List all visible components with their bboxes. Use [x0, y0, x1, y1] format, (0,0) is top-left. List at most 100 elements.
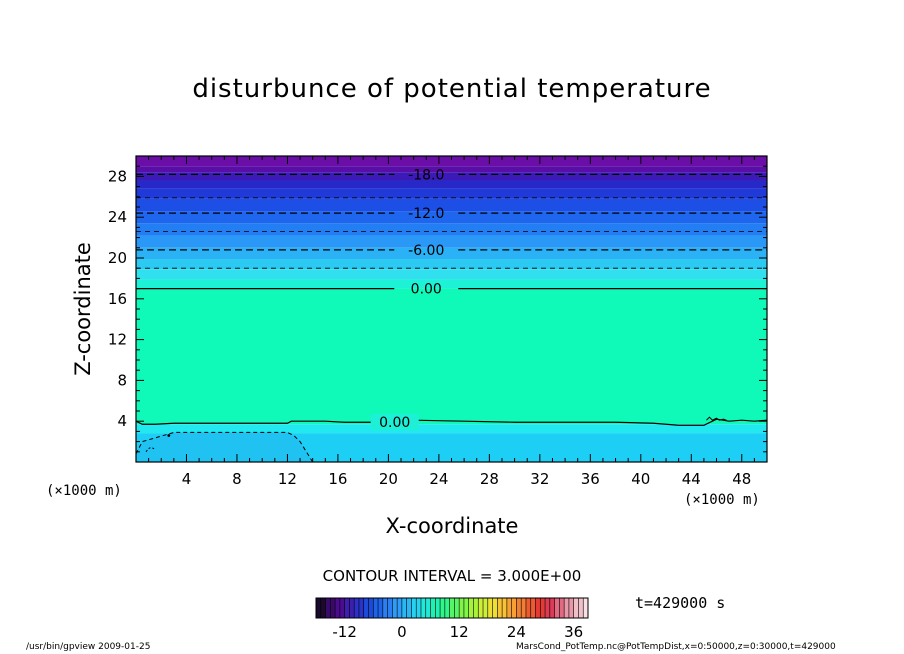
colorbar-cell: [368, 598, 374, 618]
y-tick-label: 16: [108, 290, 127, 308]
colorbar-cell: [344, 598, 350, 618]
colorbar-cell: [554, 598, 560, 618]
colorbar-cell: [502, 598, 508, 618]
colorbar-cell: [382, 598, 388, 618]
fill-band: [136, 223, 767, 236]
fill-band: [136, 424, 767, 434]
colorbar-cell: [463, 598, 470, 618]
surface-contour-label: 0.00: [379, 415, 410, 431]
colorbar-cell: [473, 598, 479, 618]
colorbar-tick-label: 24: [507, 623, 526, 641]
colorbar-cell: [521, 598, 527, 618]
x-axis-unit: (×1000 m): [684, 492, 760, 508]
x-tick-label: 20: [379, 470, 398, 488]
y-tick-label: 8: [117, 371, 127, 389]
fill-band: [136, 288, 767, 425]
colorbar-cell: [354, 598, 360, 618]
contour-label: -6.00: [408, 243, 444, 259]
colorbar-cell: [540, 598, 546, 618]
colorbar-cell: [373, 598, 379, 618]
surface-wiggle: [706, 416, 727, 421]
colorbar-cell: [397, 598, 403, 618]
y-tick-label: 4: [117, 412, 127, 430]
fill-band: [136, 198, 767, 212]
colorbar: -12 0 12 24 36: [315, 597, 589, 641]
colorbar-cell: [535, 598, 541, 618]
surface-contour-line: [135, 418, 768, 426]
y-axis-label: Z-coordinate: [71, 242, 95, 376]
contour-label: -12.0: [408, 206, 444, 222]
surface-features: [135, 431, 314, 463]
colorbar-tick-label: -12: [332, 623, 357, 641]
colorbar-cell: [454, 598, 460, 618]
colorbar-cell: [483, 598, 489, 618]
colorbar-cell: [349, 598, 355, 618]
colorbar-cell: [435, 598, 441, 618]
fill-band: [136, 188, 767, 199]
colorbar-cell: [568, 598, 574, 618]
y-tick-label: 24: [108, 208, 127, 226]
colorbar-cell: [440, 598, 446, 618]
colorbar-cell: [578, 598, 584, 618]
x-tick-label: 48: [732, 470, 751, 488]
colorbar-cell: [335, 598, 341, 618]
x-tick-label: 40: [631, 470, 650, 488]
footer-program: /usr/bin/gpview 2009-01-25: [26, 642, 151, 652]
colorbar-cell: [468, 598, 474, 618]
colorbar-cell: [425, 598, 431, 618]
x-tick-label: 36: [581, 470, 600, 488]
fill-band: [136, 235, 767, 248]
cold-pool-contour: [135, 431, 314, 463]
colorbar-cell: [497, 598, 503, 618]
colorbar-cell: [430, 598, 436, 618]
x-tick-label: 28: [480, 470, 499, 488]
colorbar-cell: [401, 598, 407, 618]
x-tick-label: 24: [429, 470, 448, 488]
colorbar-cell: [459, 598, 465, 618]
colorbar-cell: [416, 598, 422, 618]
colorbar-cell: [583, 598, 589, 618]
contour-lines: 0.00 -18.0 -12.0 -6.00 0.00: [135, 167, 768, 431]
x-tick-label: 32: [530, 470, 549, 488]
colorbar-cell: [378, 598, 384, 618]
cold-pool-fill: [136, 432, 313, 462]
y-tick-label: 28: [108, 167, 127, 185]
colorbar-cell: [339, 598, 345, 618]
colorbar-cell: [530, 598, 536, 618]
colorbar-cell: [545, 598, 551, 618]
fill-band: [136, 279, 767, 289]
x-tick-label: 16: [328, 470, 347, 488]
fill-band: [136, 269, 767, 280]
time-label: t=429000 s: [635, 594, 726, 612]
fill-band: [136, 166, 767, 173]
colorbar-cell: [420, 598, 427, 618]
colorbar-tick-label: 36: [564, 623, 583, 641]
colorbar-cell: [525, 598, 532, 618]
colorbar-cell: [363, 598, 369, 618]
colorbar-cell: [559, 598, 565, 618]
fill-band: [136, 156, 767, 167]
x-tick-label: 44: [682, 470, 701, 488]
colorbar-tick-label: 12: [450, 623, 469, 641]
colorbar-tick-label: 0: [397, 623, 407, 641]
colorbar-cell: [487, 598, 493, 618]
colorbar-cell: [358, 598, 365, 618]
colorbar-cell: [392, 598, 398, 618]
colorbar-cell: [506, 598, 512, 618]
footer-source: MarsCond_PotTemp.nc@PotTempDist,x=0:5000…: [516, 642, 836, 652]
colorbar-cell: [406, 598, 412, 618]
x-tick-label: 12: [278, 470, 297, 488]
colorbar-cell: [511, 598, 517, 618]
colorbar-cell: [449, 598, 455, 618]
fill-band: [136, 247, 767, 260]
chart-title: disturbunce of potential temperature: [192, 74, 712, 104]
contour-label: 0.00: [411, 282, 442, 298]
colorbar-cell: [564, 598, 570, 618]
colorbar-frame: [315, 597, 589, 619]
colorbar-cell: [573, 598, 579, 618]
colorbar-cell: [478, 598, 484, 618]
fill-band: [136, 211, 767, 224]
fill-band: [136, 172, 767, 181]
